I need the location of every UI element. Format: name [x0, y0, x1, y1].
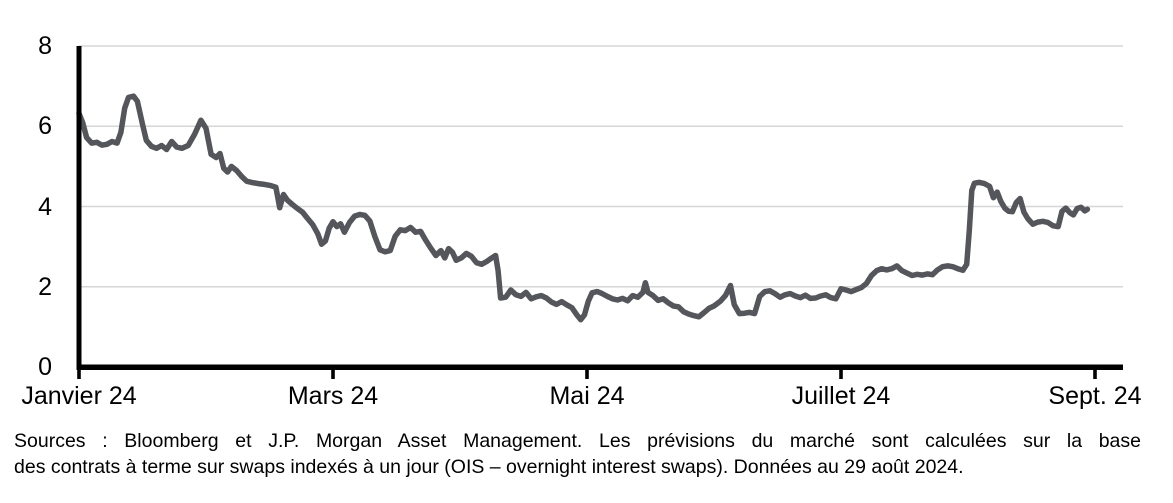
x-tick [331, 370, 335, 379]
x-tick [839, 370, 843, 379]
caption-line-2: des contrats à terme sur swaps indexés à… [14, 456, 964, 478]
source-caption: Sources : Bloomberg et J.P. Morgan Asset… [14, 428, 1141, 480]
y-tick-label: 6 [38, 112, 52, 141]
y-tick-label: 4 [38, 192, 52, 221]
y-tick-label: 2 [38, 272, 52, 301]
x-tick [585, 370, 589, 379]
y-tick-label: 0 [38, 353, 52, 381]
x-tick [77, 370, 81, 379]
x-tick-label: Mars 24 [287, 382, 379, 410]
x-tick [1093, 370, 1097, 379]
x-tick-label: Mai 24 [549, 382, 625, 410]
x-tick-label: Sept. 24 [1048, 382, 1142, 410]
x-axis [76, 364, 1123, 370]
data-line [76, 93, 1091, 323]
x-tick-label: Juillet 24 [791, 382, 891, 410]
y-axis [76, 46, 82, 370]
caption-line-1: Sources : Bloomberg et J.P. Morgan Asset… [14, 430, 1141, 452]
y-tick-label: 8 [38, 32, 52, 60]
x-tick-label: Janvier 24 [21, 382, 137, 410]
